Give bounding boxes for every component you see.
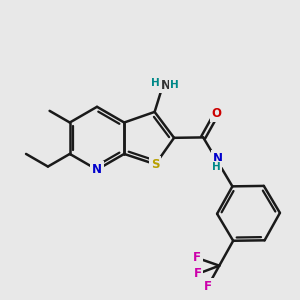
- Text: F: F: [194, 267, 202, 280]
- Text: F: F: [204, 280, 212, 292]
- Text: N: N: [92, 163, 102, 176]
- Text: N: N: [213, 152, 223, 165]
- Text: H: H: [212, 162, 221, 172]
- Text: H: H: [151, 78, 160, 88]
- Text: N: N: [160, 79, 170, 92]
- Text: O: O: [212, 107, 222, 120]
- Text: S: S: [151, 158, 160, 171]
- Text: F: F: [193, 251, 201, 265]
- Text: H: H: [170, 80, 179, 90]
